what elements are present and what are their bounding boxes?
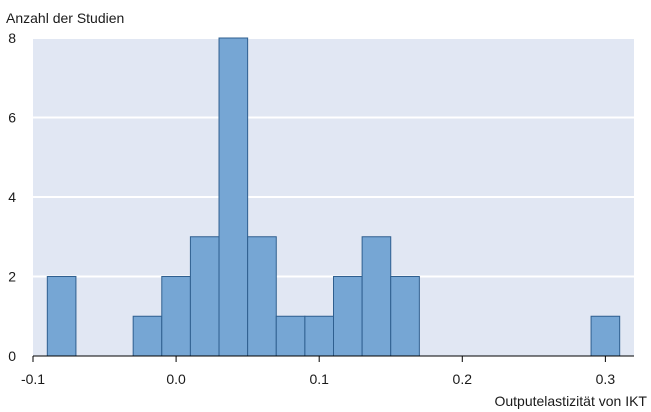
bar-11 [361, 236, 392, 357]
bar-10 [333, 276, 363, 357]
x-tick-label-0.0: 0.0 [166, 371, 186, 387]
x-tick-label-0.1: 0.1 [309, 371, 329, 387]
y-tick-label-6: 6 [8, 110, 16, 126]
bar-4 [161, 276, 191, 357]
axes: -0.1 0.0 0.1 0.2 0.3 0 2 4 6 8 [8, 30, 634, 387]
y-tick-label-4: 4 [8, 189, 16, 205]
x-tick-label-0.3: 0.3 [596, 371, 616, 387]
y-tick-label-0: 0 [8, 348, 16, 364]
bar-8 [275, 315, 306, 357]
gridlines [33, 37, 634, 278]
x-axis-label: Outputelastizität von IKT [494, 393, 647, 409]
bar-9 [304, 315, 334, 357]
bar-6 [218, 37, 249, 357]
bar-7 [247, 236, 277, 357]
y-tick-label-2: 2 [8, 269, 16, 285]
bar-19 [590, 315, 621, 357]
y-tick-label-8: 8 [8, 30, 16, 46]
bar-3 [132, 315, 163, 357]
y-axis-label: Anzahl der Studien [6, 10, 124, 26]
bar-0 [46, 276, 77, 357]
bar-12 [390, 276, 420, 357]
x-tick-label-0.2: 0.2 [453, 371, 473, 387]
x-tick-label--0.1: -0.1 [21, 371, 45, 387]
bar-5 [189, 236, 220, 357]
histogram-bars [46, 37, 621, 357]
